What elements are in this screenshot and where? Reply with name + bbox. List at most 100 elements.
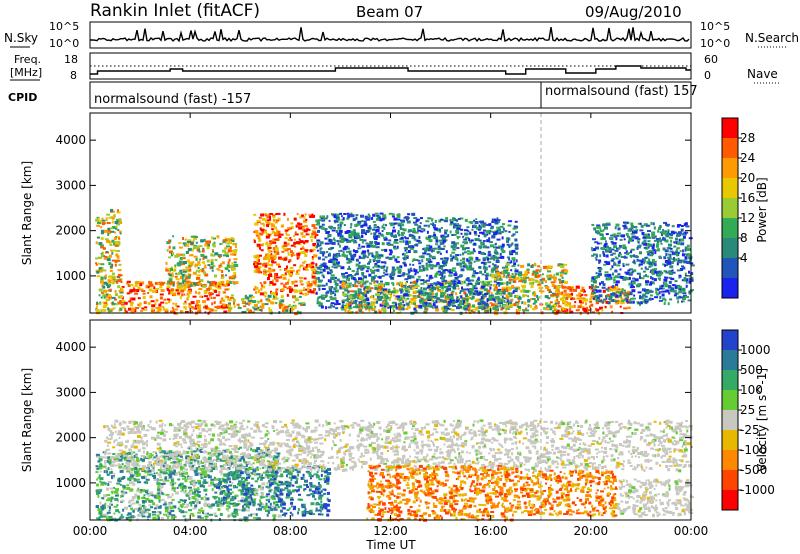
range-cell <box>250 298 253 301</box>
range-cell <box>151 304 156 308</box>
range-cell <box>454 271 457 274</box>
range-cell <box>394 290 399 294</box>
range-cell <box>515 309 518 312</box>
range-cell <box>375 242 380 246</box>
range-cell <box>496 246 501 249</box>
range-cell <box>664 230 668 233</box>
range-cell <box>645 236 648 239</box>
range-cell <box>687 254 692 258</box>
range-cell <box>463 305 468 308</box>
range-cell <box>275 213 279 215</box>
range-cell <box>257 262 262 265</box>
range-cell <box>508 278 513 281</box>
range-cell <box>671 251 674 254</box>
range-cell <box>273 233 278 237</box>
range-cell <box>676 269 681 272</box>
range-cell <box>595 307 598 311</box>
range-cell <box>450 221 454 224</box>
range-cell <box>467 282 472 285</box>
range-cell <box>478 277 481 281</box>
range-cell <box>303 225 308 228</box>
range-cell <box>104 238 109 241</box>
range-cell <box>111 259 116 262</box>
range-cell <box>485 272 489 276</box>
range-cell <box>628 237 633 241</box>
range-cell <box>618 259 621 262</box>
range-cell <box>377 256 381 259</box>
range-cell <box>203 479 207 482</box>
range-cell <box>403 254 408 257</box>
range-cell <box>175 278 180 281</box>
nsky-panel: 10^5 10^0 10^5 10^0 N.Sky N.Search <box>4 20 799 50</box>
range-cell <box>144 509 147 513</box>
range-cell <box>510 292 513 295</box>
range-cell <box>563 289 567 293</box>
range-cell <box>439 294 444 298</box>
range-cell <box>170 310 174 314</box>
range-cell <box>228 306 233 310</box>
range-cell <box>390 235 395 238</box>
range-cell <box>229 246 232 250</box>
range-cell <box>159 293 164 296</box>
range-cell <box>601 234 604 238</box>
range-cell <box>375 231 378 234</box>
range-cell <box>286 287 289 290</box>
range-cell <box>581 306 585 308</box>
range-cell <box>622 262 625 266</box>
range-cell <box>383 300 386 303</box>
range-cell <box>479 287 482 290</box>
range-cell <box>443 309 448 313</box>
range-cell <box>290 222 294 225</box>
range-cell <box>665 253 668 256</box>
range-cell <box>267 244 271 247</box>
range-cell <box>358 235 361 237</box>
range-cell <box>642 242 647 246</box>
range-cell <box>96 305 98 308</box>
range-cell <box>272 261 277 264</box>
range-cell <box>120 303 125 306</box>
range-cell <box>155 288 160 290</box>
range-cell <box>400 232 405 235</box>
range-cell <box>489 244 494 248</box>
range-cell <box>354 280 359 283</box>
range-cell <box>119 221 123 224</box>
range-cell <box>299 291 303 295</box>
range-cell <box>352 249 355 253</box>
y-tick-label: 3000 <box>55 178 86 192</box>
range-cell <box>131 502 136 505</box>
range-cell <box>682 290 686 294</box>
range-cell <box>354 284 358 287</box>
range-cell <box>474 292 479 296</box>
range-cell <box>146 451 149 455</box>
range-cell <box>495 308 499 312</box>
range-cell <box>163 307 165 311</box>
range-cell <box>332 263 336 266</box>
range-cell <box>512 276 516 280</box>
range-cell <box>328 248 331 251</box>
range-cell <box>468 265 472 268</box>
range-cell <box>632 239 634 242</box>
range-cell <box>561 280 565 283</box>
range-cell <box>420 217 423 220</box>
range-cell <box>627 292 632 295</box>
range-cell <box>336 213 340 217</box>
range-cell <box>493 246 497 249</box>
range-cell <box>105 295 108 299</box>
range-cell <box>393 235 398 238</box>
range-cell <box>261 284 263 288</box>
range-cell <box>117 276 121 279</box>
range-cell <box>231 262 234 265</box>
range-cell <box>134 471 139 475</box>
range-cell <box>439 265 444 268</box>
range-cell <box>629 227 634 230</box>
range-cell <box>119 454 124 458</box>
range-cell <box>662 297 666 301</box>
range-cell <box>396 266 401 269</box>
range-cell <box>372 228 376 231</box>
range-cell <box>328 260 333 263</box>
range-cell <box>669 272 674 275</box>
range-cell <box>120 499 125 502</box>
range-cell <box>119 469 124 473</box>
range-cell <box>100 252 103 255</box>
range-cell <box>645 280 649 284</box>
